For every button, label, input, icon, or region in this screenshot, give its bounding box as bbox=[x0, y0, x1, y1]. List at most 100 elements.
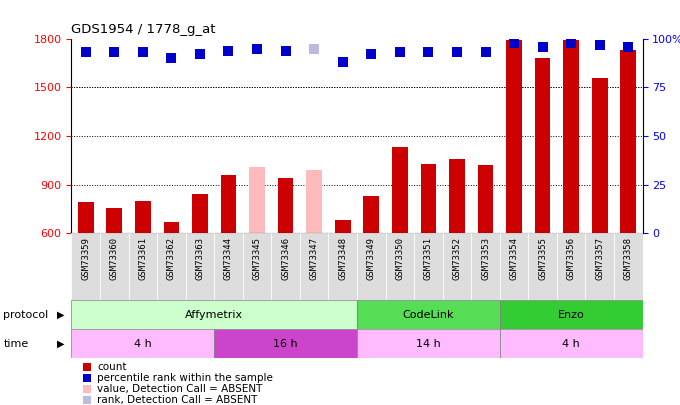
Point bbox=[280, 47, 291, 54]
Bar bbox=[129, 233, 157, 300]
Bar bbox=[363, 196, 379, 233]
Point bbox=[537, 43, 548, 50]
Bar bbox=[528, 233, 557, 300]
Text: GSM73356: GSM73356 bbox=[566, 237, 576, 279]
Bar bbox=[249, 167, 265, 233]
Point bbox=[337, 59, 348, 66]
Bar bbox=[557, 233, 585, 300]
Bar bbox=[78, 202, 94, 233]
Point bbox=[594, 41, 605, 48]
Bar bbox=[357, 329, 500, 358]
Bar bbox=[335, 220, 351, 233]
Bar bbox=[100, 233, 129, 300]
Bar bbox=[585, 233, 614, 300]
Point bbox=[82, 386, 93, 392]
Bar bbox=[214, 233, 243, 300]
Text: time: time bbox=[3, 339, 29, 349]
Text: GSM73347: GSM73347 bbox=[309, 237, 319, 279]
Bar bbox=[443, 233, 471, 300]
Text: GSM73351: GSM73351 bbox=[424, 237, 433, 279]
Bar bbox=[300, 233, 328, 300]
Text: GSM73358: GSM73358 bbox=[624, 237, 633, 279]
Text: GSM73359: GSM73359 bbox=[81, 237, 90, 279]
Bar bbox=[357, 300, 500, 329]
Point bbox=[80, 49, 91, 56]
Bar bbox=[500, 329, 643, 358]
Point bbox=[423, 49, 434, 56]
Bar bbox=[614, 233, 643, 300]
Point bbox=[82, 364, 93, 370]
Bar bbox=[277, 178, 294, 233]
Text: GSM73360: GSM73360 bbox=[109, 237, 119, 279]
Text: GSM73363: GSM73363 bbox=[195, 237, 205, 279]
Text: protocol: protocol bbox=[3, 310, 49, 320]
Bar bbox=[163, 222, 180, 233]
Bar bbox=[71, 329, 214, 358]
Bar bbox=[357, 233, 386, 300]
Text: ▶: ▶ bbox=[57, 310, 65, 320]
Text: GSM73354: GSM73354 bbox=[509, 237, 519, 279]
Text: 4 h: 4 h bbox=[134, 339, 152, 349]
Bar bbox=[243, 233, 271, 300]
Text: GSM73353: GSM73353 bbox=[481, 237, 490, 279]
Bar bbox=[157, 233, 186, 300]
Bar bbox=[414, 233, 443, 300]
Text: 4 h: 4 h bbox=[562, 339, 580, 349]
Text: 14 h: 14 h bbox=[416, 339, 441, 349]
Text: CodeLink: CodeLink bbox=[403, 310, 454, 320]
Point bbox=[566, 40, 577, 46]
Point bbox=[252, 45, 262, 52]
Bar bbox=[506, 40, 522, 233]
Text: GSM73348: GSM73348 bbox=[338, 237, 347, 279]
Text: GSM73349: GSM73349 bbox=[367, 237, 376, 279]
Text: GSM73345: GSM73345 bbox=[252, 237, 262, 279]
Bar bbox=[186, 233, 214, 300]
Bar bbox=[135, 201, 151, 233]
Bar bbox=[500, 300, 643, 329]
Bar bbox=[306, 170, 322, 233]
Text: GSM73361: GSM73361 bbox=[138, 237, 148, 279]
Text: value, Detection Call = ABSENT: value, Detection Call = ABSENT bbox=[97, 384, 262, 394]
Point bbox=[82, 375, 93, 381]
Text: count: count bbox=[97, 362, 126, 372]
Bar bbox=[192, 194, 208, 233]
Bar bbox=[563, 40, 579, 233]
Bar bbox=[500, 233, 528, 300]
Bar bbox=[392, 147, 408, 233]
Bar bbox=[214, 329, 357, 358]
Point bbox=[309, 45, 320, 52]
Text: Affymetrix: Affymetrix bbox=[185, 310, 243, 320]
Bar bbox=[420, 164, 437, 233]
Point bbox=[82, 397, 93, 403]
Point bbox=[223, 47, 234, 54]
Point bbox=[394, 49, 405, 56]
Text: percentile rank within the sample: percentile rank within the sample bbox=[97, 373, 273, 383]
Bar bbox=[534, 58, 551, 233]
Bar bbox=[220, 175, 237, 233]
Bar bbox=[471, 233, 500, 300]
Bar bbox=[620, 50, 636, 233]
Bar bbox=[71, 300, 357, 329]
Text: ▶: ▶ bbox=[57, 339, 65, 349]
Bar bbox=[328, 233, 357, 300]
Bar bbox=[592, 78, 608, 233]
Point bbox=[452, 49, 462, 56]
Bar bbox=[477, 165, 494, 233]
Text: GSM73350: GSM73350 bbox=[395, 237, 405, 279]
Bar bbox=[449, 159, 465, 233]
Text: GSM73355: GSM73355 bbox=[538, 237, 547, 279]
Point bbox=[194, 51, 205, 58]
Bar bbox=[71, 233, 100, 300]
Text: rank, Detection Call = ABSENT: rank, Detection Call = ABSENT bbox=[97, 395, 258, 405]
Point bbox=[137, 49, 148, 56]
Bar bbox=[106, 208, 122, 233]
Text: GSM73352: GSM73352 bbox=[452, 237, 462, 279]
Bar bbox=[386, 233, 414, 300]
Point bbox=[366, 51, 377, 58]
Point bbox=[509, 40, 520, 46]
Text: 16 h: 16 h bbox=[273, 339, 298, 349]
Text: GDS1954 / 1778_g_at: GDS1954 / 1778_g_at bbox=[71, 23, 216, 36]
Point bbox=[109, 49, 120, 56]
Text: GSM73346: GSM73346 bbox=[281, 237, 290, 279]
Text: GSM73344: GSM73344 bbox=[224, 237, 233, 279]
